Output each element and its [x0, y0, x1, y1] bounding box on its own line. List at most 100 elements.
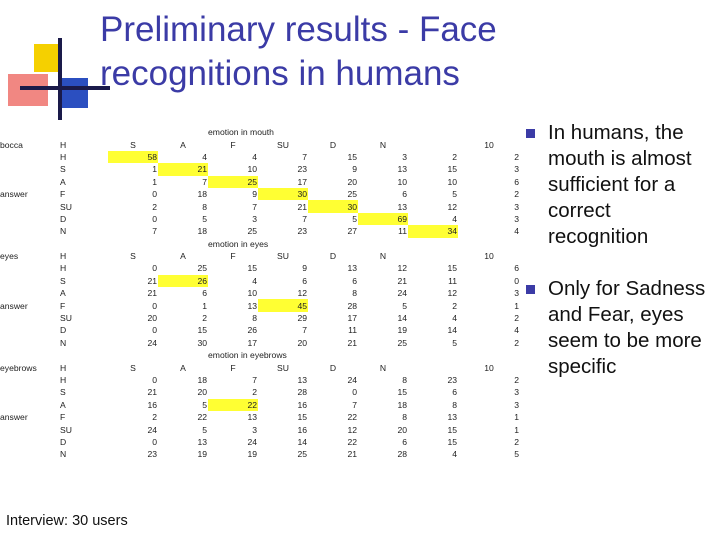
row-axis-label — [0, 423, 60, 435]
table-cell: 5 — [452, 337, 457, 348]
table-cell: 6 — [452, 387, 457, 398]
row-axis-label — [0, 386, 60, 398]
table-cell: 0 — [152, 375, 157, 385]
table-cell: 3 — [514, 387, 519, 398]
table-cell: 24 — [247, 436, 257, 447]
row-axis-label — [0, 275, 60, 287]
table-cell: 2 — [514, 337, 519, 348]
table-cell: 7 — [302, 325, 307, 336]
highlighted-cell: 30 — [258, 187, 308, 201]
table-cell: 14 — [297, 436, 307, 447]
table-cell: 20 — [397, 424, 407, 435]
row-label: N — [60, 449, 67, 460]
footer-note: Interview: 30 users — [6, 513, 128, 529]
table-cell: 9 — [352, 164, 357, 175]
table-cell: 8 — [402, 375, 407, 385]
row-label: H — [60, 151, 67, 162]
table-cell: 14 — [447, 325, 457, 336]
table-cell: 8 — [202, 201, 207, 212]
table-cell: 30 — [197, 337, 207, 348]
table-cell: 2 — [452, 151, 457, 162]
table-cell: 10 — [247, 288, 257, 299]
caption-row: emotion in mouth — [0, 126, 520, 138]
table-cell: 6 — [514, 176, 519, 187]
table-row: S 21 20 2 28 0 15 6 3 — [0, 386, 520, 398]
column-header: A — [180, 139, 186, 150]
column-header: H — [60, 362, 67, 373]
row-label: S — [60, 275, 66, 286]
column-header: 10 — [484, 251, 494, 262]
table-row: H 0 25 15 9 13 12 15 6 — [0, 262, 520, 274]
table-cell: 2 — [514, 436, 519, 447]
column-header: F — [230, 362, 236, 373]
table-cell: 11 — [398, 226, 407, 237]
table-cell: 10 — [247, 164, 257, 175]
table-cell: 0 — [152, 325, 157, 336]
table-cell: 2 — [514, 313, 519, 324]
table-cell: 7 — [352, 399, 357, 410]
table-cell: 14 — [397, 313, 407, 324]
table-cell: 12 — [397, 263, 407, 274]
table-cell: 13 — [247, 300, 257, 311]
row-axis-label — [0, 287, 60, 299]
table-cell: 1 — [152, 176, 157, 187]
table-cell: 1 — [152, 164, 157, 175]
table-cell: 7 — [252, 375, 257, 385]
block-caption: emotion in mouth — [208, 127, 274, 138]
table-cell: 3 — [514, 399, 519, 410]
table-cell: 4 — [252, 275, 257, 286]
column-header: A — [180, 251, 186, 262]
table-cell: 13 — [397, 201, 407, 212]
row-axis-label — [0, 200, 60, 212]
table-cell: 0 — [152, 300, 157, 311]
table-cell: 23 — [297, 164, 307, 175]
table-row: A 1 7 25 17 20 10 10 6 — [0, 175, 520, 188]
table-cell: 25 — [297, 449, 307, 460]
highlighted-cell: 22 — [208, 398, 258, 411]
table-cell: 5 — [352, 213, 357, 224]
highlighted-cell: 25 — [208, 175, 258, 188]
table-cell: 25 — [247, 226, 257, 237]
table-cell: 0 — [514, 275, 519, 286]
table-cell: 7 — [252, 201, 257, 212]
column-header — [408, 250, 458, 262]
table-row: D 0 5 3 7 5 69 4 3 — [0, 212, 520, 226]
table-cell: 6 — [202, 288, 207, 299]
table-cell: 21 — [347, 449, 357, 460]
table-cell: 0 — [152, 189, 157, 200]
row-label: D — [60, 436, 67, 447]
table-cell: 3 — [514, 164, 519, 175]
table-cell: 21 — [147, 275, 157, 286]
table-cell: 2 — [252, 387, 257, 398]
column-header: 10 — [484, 362, 494, 373]
results-table-container: emotion in mouth bocca H S A F SU D N 10 H 58 4 4 7 15 3… — [0, 126, 520, 461]
table-cell: 11 — [448, 275, 457, 286]
table-cell: 10 — [447, 176, 457, 187]
row-label: F — [60, 300, 66, 311]
table-cell: 8 — [402, 412, 407, 423]
column-header: N — [379, 139, 387, 150]
table-row: A 16 5 22 16 7 18 8 3 — [0, 398, 520, 411]
table-cell: 5 — [452, 189, 457, 200]
table-cell: 13 — [397, 164, 407, 175]
highlighted-cell: 45 — [258, 299, 308, 312]
table-cell: 3 — [252, 213, 257, 224]
table-cell: 17 — [347, 313, 357, 324]
table-cell: 17 — [247, 337, 257, 348]
caption-row: emotion in eyebrows — [0, 349, 520, 361]
table-cell: 23 — [297, 226, 307, 237]
table-row: H 58 4 4 7 15 3 2 2 — [0, 150, 520, 164]
table-cell: 13 — [297, 375, 307, 385]
logo-vertical-bar — [58, 38, 62, 120]
column-header: 10 — [484, 139, 494, 150]
row-axis-label — [0, 324, 60, 336]
table-cell: 27 — [347, 226, 357, 237]
table-cell: 15 — [247, 263, 257, 274]
table-cell: 21 — [347, 337, 357, 348]
row-axis-label — [0, 399, 60, 411]
table-cell: 12 — [347, 424, 357, 435]
row-label: SU — [60, 424, 72, 435]
table-cell: 0 — [152, 436, 157, 447]
table-cell: 2 — [514, 375, 519, 385]
column-header: A — [180, 362, 186, 373]
